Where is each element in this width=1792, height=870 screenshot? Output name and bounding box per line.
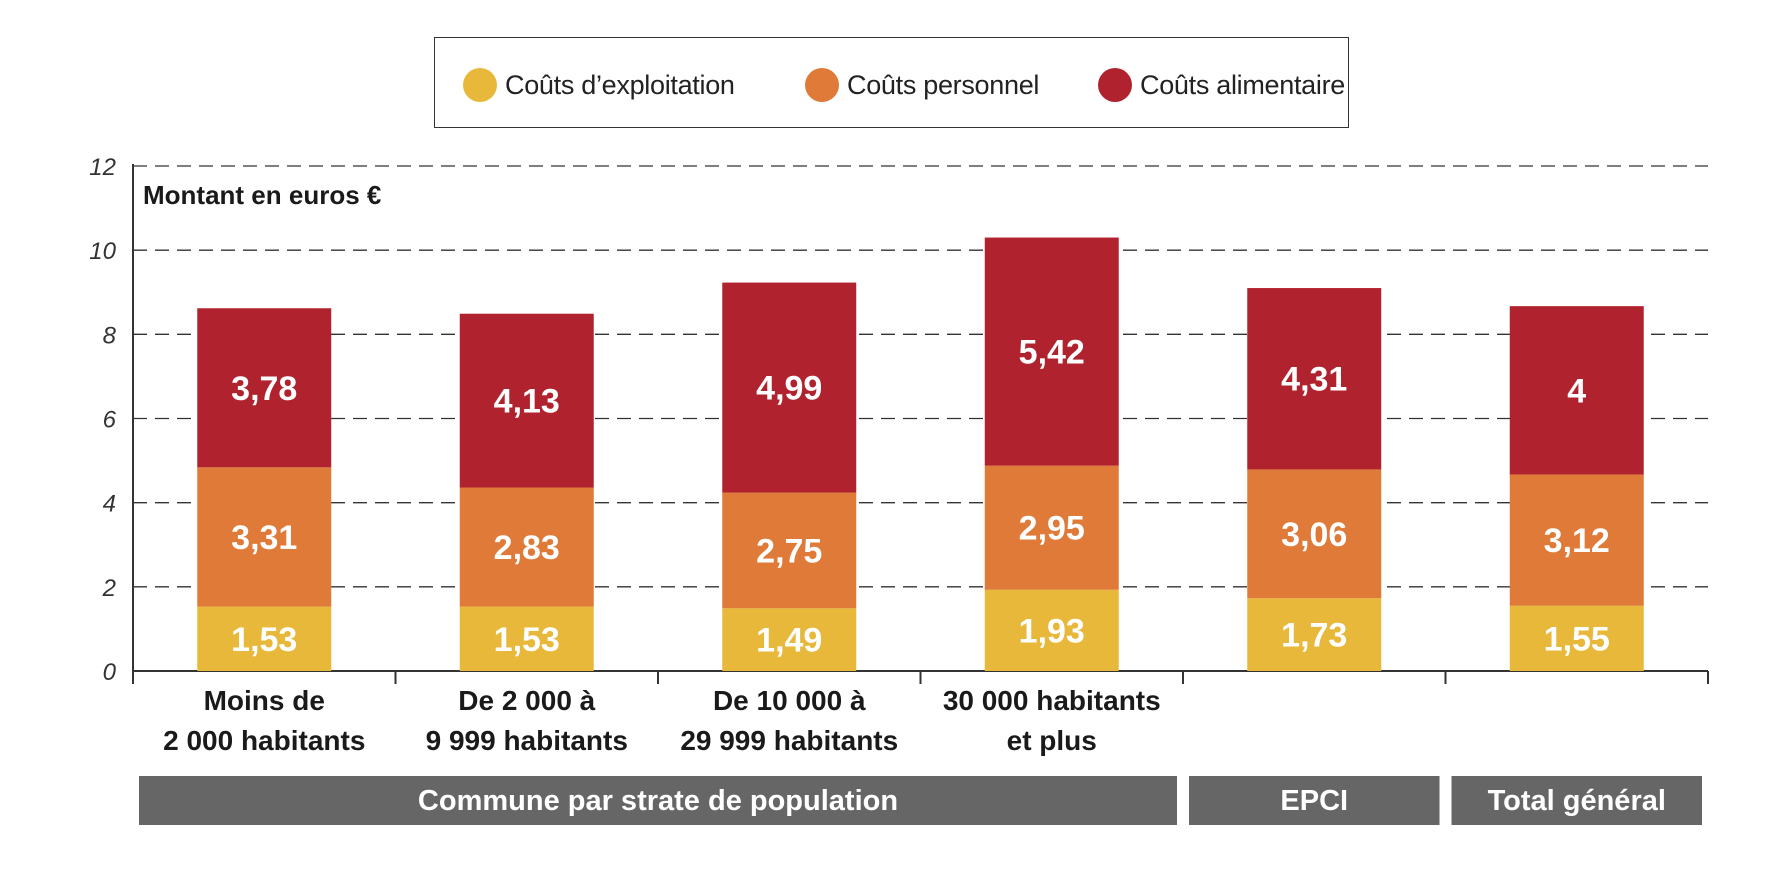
bar-personnel-5 [1509, 474, 1644, 606]
data-label-personnel-2: 2,75 [756, 532, 822, 570]
category-label-0-line-1: 2 000 habitants [163, 725, 365, 756]
data-label-alimentaire-1: 4,13 [494, 383, 560, 421]
bar-alimentaire-2 [722, 282, 857, 493]
bar-alimentaire-0 [197, 308, 332, 468]
legend-swatch-personnel [805, 68, 839, 102]
bar-personnel-4 [1247, 469, 1382, 599]
bar-alimentaire-1 [459, 313, 594, 488]
legend-item-alimentaire: Coûts alimentaire [1098, 68, 1345, 102]
data-label-alimentaire-0: 3,78 [231, 370, 297, 408]
data-label-exploitation-2: 1,49 [756, 622, 822, 660]
bar-exploitation-5 [1509, 605, 1644, 671]
data-label-alimentaire-4: 4,31 [1281, 361, 1347, 399]
y-tick-label-2: 2 [102, 575, 116, 602]
legend-label-exploitation: Coûts d’exploitation [505, 69, 735, 100]
bar-alimentaire-5 [1509, 306, 1644, 475]
category-label-1-line-1: 9 999 habitants [426, 725, 628, 756]
legend-item-personnel: Coûts personnel [805, 68, 1039, 102]
data-label-personnel-5: 3,12 [1544, 522, 1610, 560]
legend-label-personnel: Coûts personnel [847, 69, 1040, 100]
y-tick-label-6: 6 [103, 407, 117, 434]
category-label-0-line-0: Moins de [204, 685, 325, 716]
category-label-3-line-0: 30 000 habitants [943, 685, 1161, 716]
data-label-alimentaire-3: 5,42 [1019, 334, 1085, 372]
data-label-exploitation-0: 1,53 [231, 621, 297, 659]
legend: Coûts d’exploitation Coûts personnel Coû… [434, 37, 1349, 128]
data-label-personnel-4: 3,06 [1281, 516, 1347, 554]
legend-label-alimentaire: Coûts alimentaire [1140, 69, 1345, 100]
y-tick-label-4: 4 [103, 491, 116, 518]
legend-swatch-exploitation [463, 68, 497, 102]
bar-exploitation-2 [722, 608, 857, 671]
bar-exploitation-4 [1247, 598, 1382, 671]
bar-alimentaire-4 [1247, 288, 1382, 470]
category-label-1-line-0: De 2 000 à [458, 685, 595, 716]
legend-item-exploitation: Coûts d’exploitation [463, 68, 735, 102]
bar-personnel-2 [722, 492, 857, 609]
group-label-0: Commune par strate de population [418, 785, 898, 817]
group-band-0 [139, 776, 1177, 825]
bar-alimentaire-3 [984, 237, 1119, 466]
bar-exploitation-1 [459, 606, 594, 671]
data-label-exploitation-3: 1,93 [1019, 612, 1085, 650]
group-band-1 [1189, 776, 1440, 825]
category-label-2-line-0: De 10 000 à [713, 685, 866, 716]
data-label-exploitation-4: 1,73 [1281, 617, 1347, 655]
category-label-2-line-1: 29 999 habitants [680, 725, 898, 756]
category-label-3-line-1: et plus [1007, 725, 1097, 756]
y-tick-label-8: 8 [103, 322, 117, 349]
bar-exploitation-0 [197, 606, 332, 671]
y-axis-label: Montant en euros € [143, 180, 381, 210]
y-tick-label-0: 0 [103, 659, 117, 686]
bar-personnel-1 [459, 487, 594, 607]
data-label-personnel-0: 3,31 [231, 519, 297, 557]
bar-personnel-3 [984, 465, 1119, 590]
data-label-exploitation-5: 1,55 [1544, 620, 1610, 658]
y-tick-label-10: 10 [89, 238, 116, 265]
bar-exploitation-3 [984, 589, 1119, 671]
group-label-2: Total général [1488, 785, 1666, 817]
data-label-alimentaire-5: 4 [1567, 372, 1586, 410]
y-tick-label-12: 12 [89, 154, 116, 181]
data-label-personnel-1: 2,83 [494, 529, 560, 567]
data-label-exploitation-1: 1,53 [494, 621, 560, 659]
data-label-personnel-3: 2,95 [1019, 510, 1085, 548]
data-label-alimentaire-2: 4,99 [756, 370, 822, 408]
legend-swatch-alimentaire [1098, 68, 1132, 102]
group-band-2 [1451, 776, 1702, 825]
group-label-1: EPCI [1280, 785, 1348, 817]
bar-personnel-0 [197, 467, 332, 607]
